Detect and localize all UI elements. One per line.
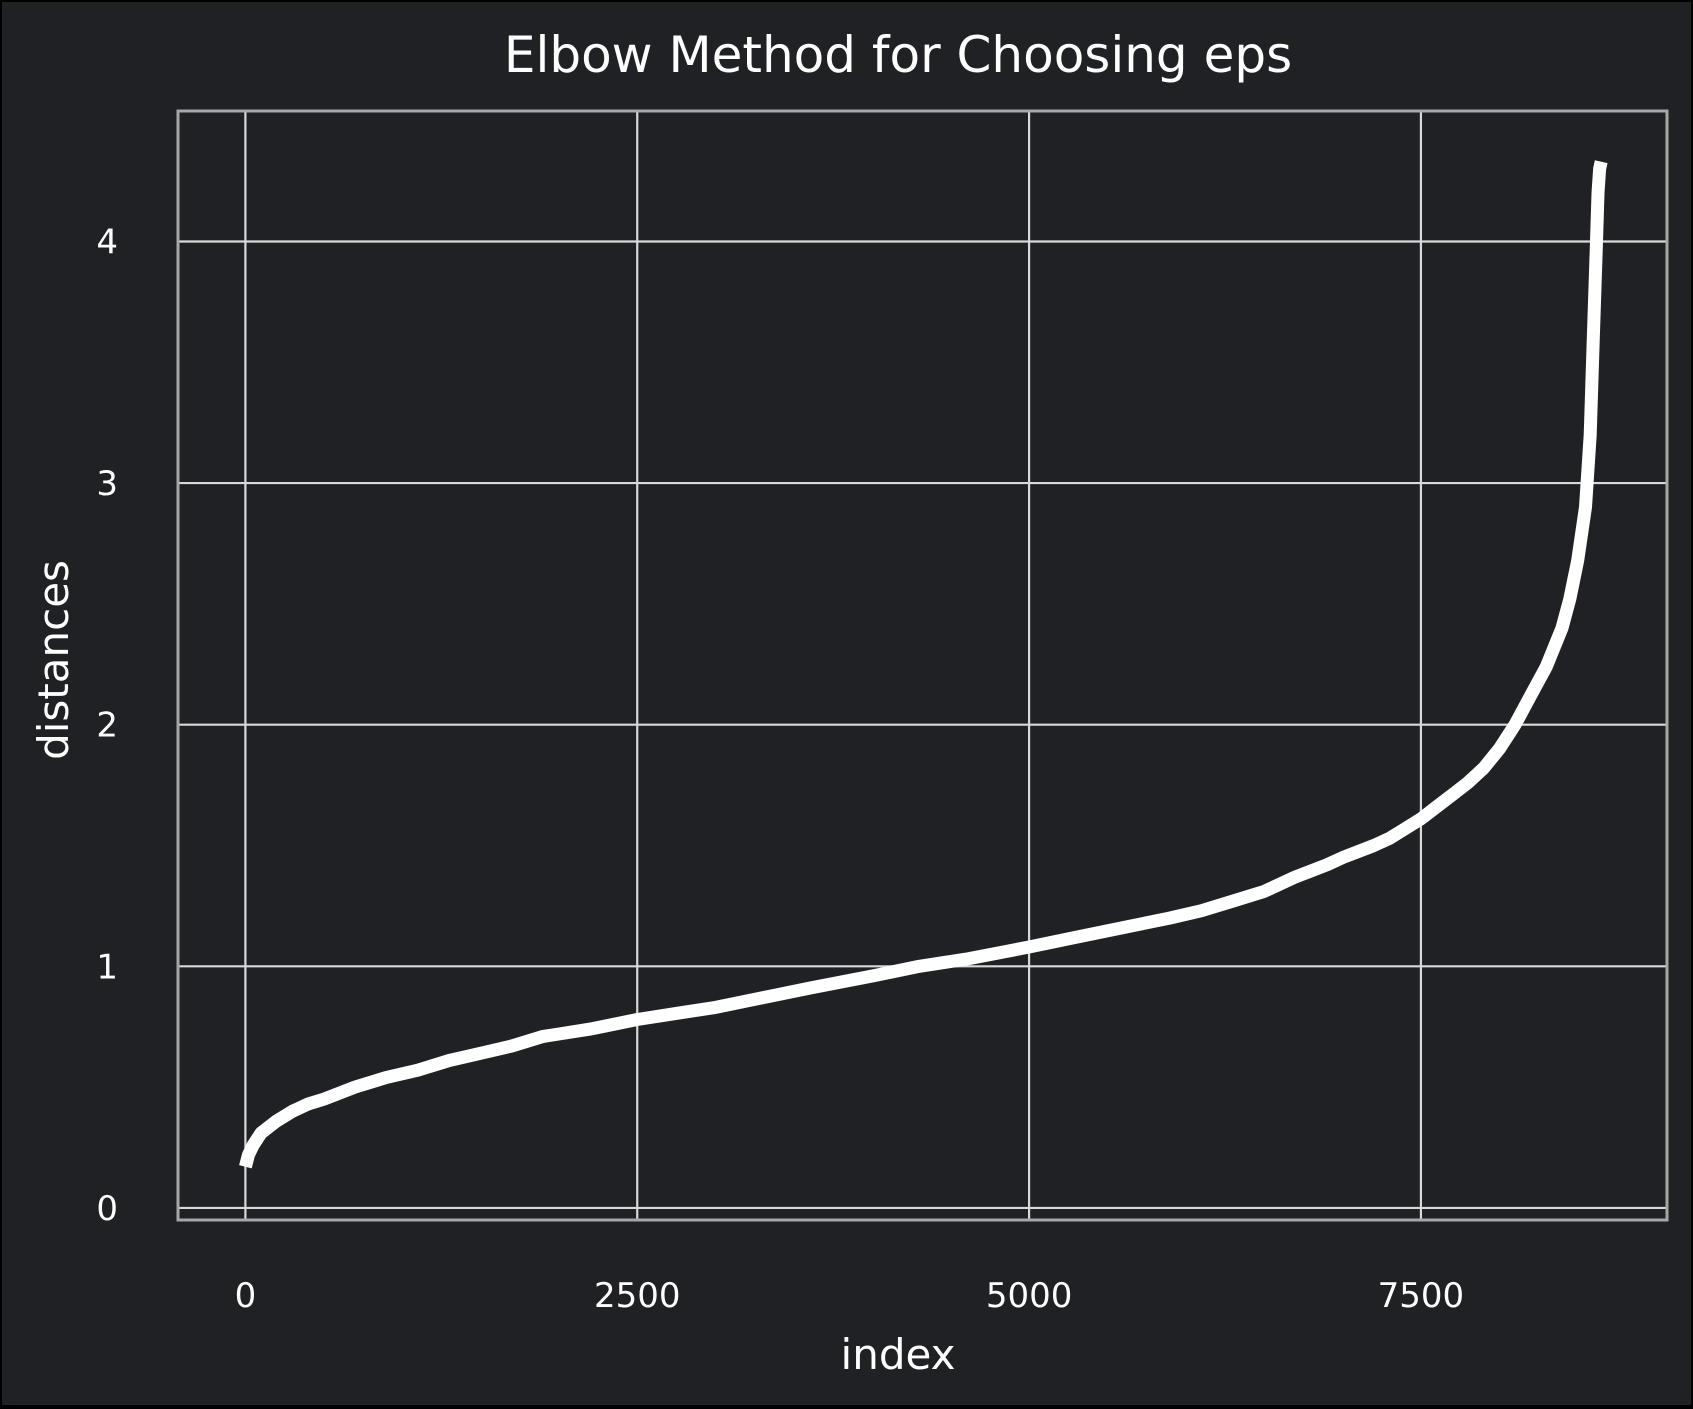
x-tick-label: 5000 xyxy=(986,1276,1073,1316)
x-tick-label: 0 xyxy=(235,1276,257,1316)
x-axis-label: index xyxy=(841,1330,956,1379)
x-tick-label: 7500 xyxy=(1378,1276,1465,1316)
y-tick-label: 3 xyxy=(96,464,118,504)
grid xyxy=(178,111,1667,1220)
y-axis-label: distances xyxy=(29,560,78,760)
y-tick-label: 4 xyxy=(96,222,118,262)
y-tick-label: 2 xyxy=(96,706,118,746)
tick-labels: 0 2500 5000 7500 0 1 2 3 4 xyxy=(96,222,1464,1316)
chart-title: Elbow Method for Choosing eps xyxy=(504,26,1292,84)
y-tick-label: 0 xyxy=(96,1189,118,1229)
plot-frame xyxy=(176,109,1669,1222)
series-line xyxy=(239,160,1608,1169)
x-tick-label: 2500 xyxy=(594,1276,681,1316)
y-tick-label: 1 xyxy=(96,947,118,987)
